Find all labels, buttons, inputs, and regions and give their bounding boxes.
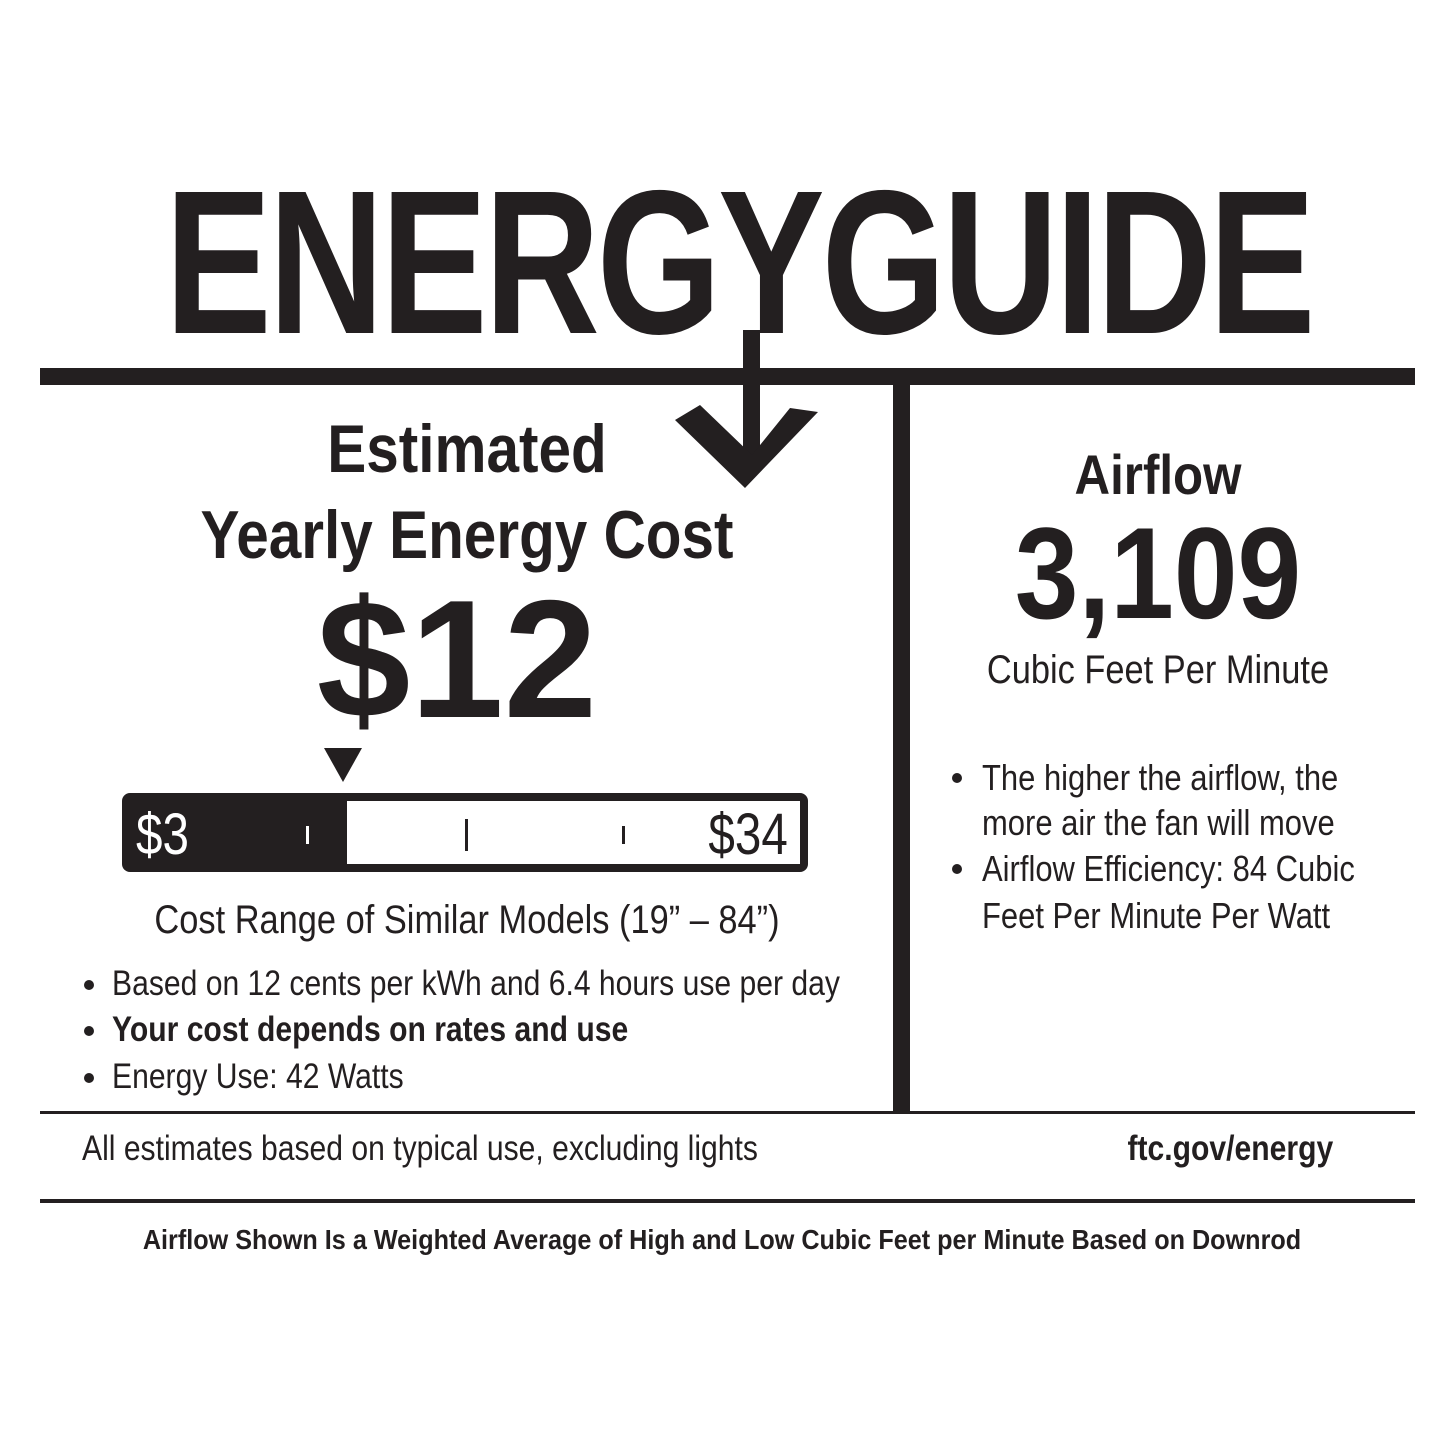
cost-value: $12	[316, 565, 598, 753]
cost-bullet-3: Energy Use: 42 Watts	[112, 1057, 404, 1096]
airflow-bullet-2-line2: Feet Per Minute Per Watt	[982, 895, 1331, 936]
cost-range-bar: $3 $34	[122, 793, 808, 872]
ftc-link[interactable]: ftc.gov/energy	[1127, 1129, 1333, 1168]
cost-range-bar-unfilled	[347, 801, 800, 864]
tick-mark	[465, 819, 468, 851]
vertical-divider	[893, 385, 910, 1113]
bullet-icon	[952, 864, 962, 874]
bullet-icon	[84, 1026, 94, 1036]
cost-bullet-1: Based on 12 cents per kWh and 6.4 hours …	[112, 964, 840, 1003]
airflow-bullet-1-line1: The higher the airflow, the	[982, 757, 1339, 798]
airflow-bullet-2-line1: Airflow Efficiency: 84 Cubic	[982, 848, 1355, 889]
cost-pointer-icon	[324, 748, 362, 782]
logo-arrow-icon	[675, 330, 818, 488]
top-divider	[40, 368, 1415, 385]
airflow-disclaimer: Airflow Shown Is a Weighted Average of H…	[142, 1224, 1302, 1255]
logo-text: ENERGYGUIDE	[165, 148, 1315, 377]
footer-divider	[40, 1111, 1415, 1114]
cost-bullet-2: Your cost depends on rates and use	[112, 1010, 629, 1049]
airflow-heading: Airflow	[1074, 443, 1242, 506]
airflow-value: 3,109	[1014, 500, 1302, 646]
bullet-icon	[84, 980, 94, 990]
footer-note: All estimates based on typical use, excl…	[82, 1129, 758, 1168]
cost-range-caption: Cost Range of Similar Models (19” – 84”)	[154, 898, 780, 942]
cost-heading-line1: Estimated	[327, 411, 607, 487]
airflow-bullet-1-line2: more air the fan will move	[982, 802, 1335, 843]
range-max-label: $34	[708, 802, 788, 867]
bullet-icon	[952, 773, 962, 783]
range-min-label: $3	[136, 802, 189, 867]
bottom-divider	[40, 1199, 1415, 1203]
tick-mark	[622, 826, 625, 844]
energyguide-logo: ENERGYGUIDE	[165, 160, 1315, 365]
airflow-unit: Cubic Feet Per Minute	[986, 648, 1330, 692]
bullet-icon	[84, 1073, 94, 1083]
cost-heading-line2: Yearly Energy Cost	[200, 497, 734, 573]
tick-mark	[306, 826, 309, 844]
